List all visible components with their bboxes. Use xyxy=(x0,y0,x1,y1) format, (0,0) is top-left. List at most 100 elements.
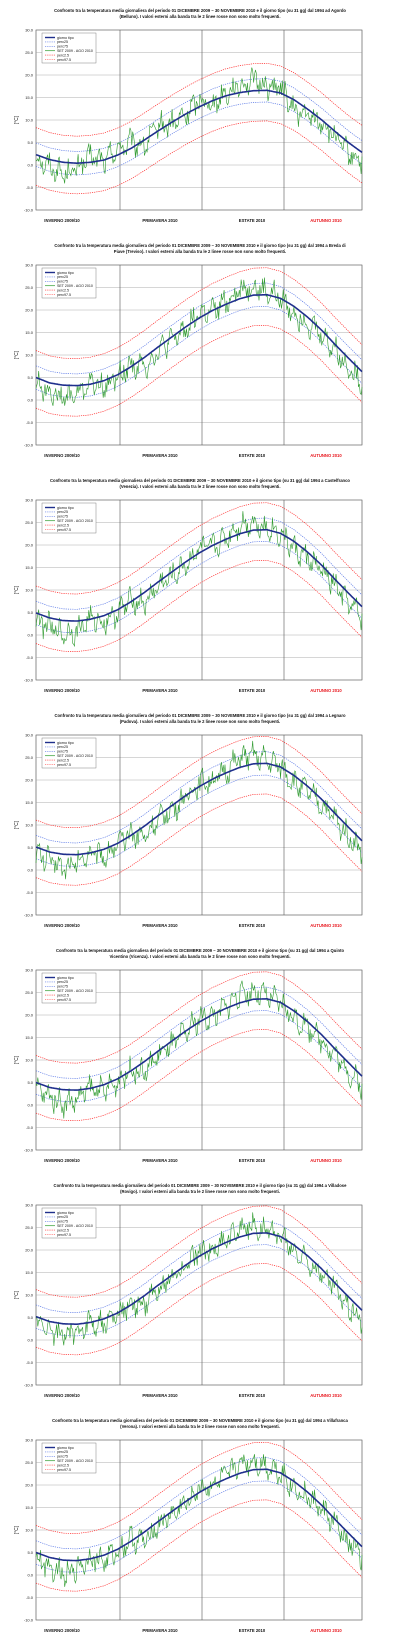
season-label: AUTUNNO 2010 xyxy=(310,218,342,223)
season-label: AUTUNNO 2010 xyxy=(310,453,342,458)
legend-entry: perc25 xyxy=(57,980,68,984)
y-tick-label: 10.0 xyxy=(25,1292,34,1297)
chart-svg: Confronto tra la temperatura media giorn… xyxy=(14,1183,363,1398)
series-perc75 xyxy=(35,1457,363,1550)
legend-entry: giorno tipo xyxy=(57,1211,74,1215)
y-tick-label: 30.0 xyxy=(25,497,34,502)
y-tick-label: 5.0 xyxy=(27,140,33,145)
series-actual xyxy=(35,67,363,184)
season-label: ESTATE 2010 xyxy=(239,1158,266,1163)
legend-entry: perc75 xyxy=(57,985,68,989)
y-tick-label: 5.0 xyxy=(27,375,33,380)
chart-svg: Confronto tra la temperatura media giorn… xyxy=(14,948,363,1163)
legend-entry: SET 2009 - AGO 2010 xyxy=(57,1459,93,1463)
chart-title-line: Confronto tra la temperatura media giorn… xyxy=(54,1183,348,1188)
chart-title-line: (Rovigo). I valori esterni alla banda tr… xyxy=(120,1189,280,1194)
series-perc25 xyxy=(35,306,363,398)
series-perc97-5 xyxy=(35,1441,363,1534)
series-perc97-5 xyxy=(35,736,363,829)
series-giorno-tipo xyxy=(35,528,363,622)
season-label: AUTUNNO 2010 xyxy=(310,1393,342,1398)
series-actual xyxy=(35,1212,363,1346)
chart-panel: Confronto tra la temperatura media giorn… xyxy=(0,1410,400,1645)
y-tick-label: 25.0 xyxy=(25,50,34,55)
y-tick-label: 15.0 xyxy=(25,1505,34,1510)
series-perc97-5 xyxy=(35,971,363,1064)
series-perc2-5 xyxy=(35,324,363,417)
legend-entry: perc97.5 xyxy=(57,293,71,297)
chart-title-line: (Padova). I valori esterni alla banda tr… xyxy=(120,719,281,724)
season-label: INVERNO 2009/10 xyxy=(44,218,80,223)
chart-title-line: (Venezia). I valori esterni alla banda t… xyxy=(119,484,280,489)
season-label: ESTATE 2010 xyxy=(239,688,266,693)
series-giorno-tipo xyxy=(35,1468,363,1562)
season-label: ESTATE 2010 xyxy=(239,453,266,458)
y-tick-label: 10.0 xyxy=(25,1527,34,1532)
legend-entry: perc2.5 xyxy=(57,993,69,997)
chart-title-line: Vicentino (Vicenza). I valori esterni al… xyxy=(109,954,290,959)
season-label: AUTUNNO 2010 xyxy=(310,923,342,928)
season-label: PRIMAVERA 2010 xyxy=(142,218,178,223)
y-tick-label: 15.0 xyxy=(25,330,34,335)
y-tick-label: 5.0 xyxy=(27,1315,33,1320)
season-label: ESTATE 2010 xyxy=(239,1393,266,1398)
chart-svg: Confronto tra la temperatura media giorn… xyxy=(14,8,363,223)
y-tick-label: 25.0 xyxy=(25,285,34,290)
legend-entry: giorno tipo xyxy=(57,506,74,510)
series-actual xyxy=(35,511,363,648)
chart-title-line: (Belluno). I valori esterni alla banda t… xyxy=(119,14,280,19)
y-tick-label: -5.0 xyxy=(26,1595,34,1600)
y-tick-label: 25.0 xyxy=(25,755,34,760)
legend-entry: perc2.5 xyxy=(57,758,69,762)
legend-entry: SET 2009 - AGO 2010 xyxy=(57,1224,93,1228)
series-giorno-tipo xyxy=(35,1232,363,1325)
series-giorno-tipo xyxy=(35,293,363,387)
y-tick-label: 5.0 xyxy=(27,845,33,850)
chart-title-line: Confronto tra la temperatura media giorn… xyxy=(50,478,350,483)
series-perc2-5 xyxy=(35,1029,363,1122)
y-tick-label: 30.0 xyxy=(25,1202,34,1207)
legend-entry: perc25 xyxy=(57,745,68,749)
y-tick-label: 10.0 xyxy=(25,117,34,122)
legend-entry: perc25 xyxy=(57,40,68,44)
series-giorno-tipo xyxy=(35,762,363,856)
chart-panel: Confronto tra la temperatura media giorn… xyxy=(0,470,400,705)
y-tick-label: 20.0 xyxy=(25,1247,34,1252)
y-tick-label: -5.0 xyxy=(26,1125,34,1130)
legend-entry: perc75 xyxy=(57,750,68,754)
series-perc97-5 xyxy=(35,62,363,137)
season-label: PRIMAVERA 2010 xyxy=(142,688,178,693)
series-perc75 xyxy=(35,1220,363,1313)
chart-svg: Confronto tra la temperatura media giorn… xyxy=(14,713,363,928)
y-tick-label: 15.0 xyxy=(25,1270,34,1275)
legend-entry: perc75 xyxy=(57,45,68,49)
y-tick-label: -10.0 xyxy=(24,442,34,447)
y-tick-label: 15.0 xyxy=(25,1035,34,1040)
y-tick-label: 0.0 xyxy=(27,867,33,872)
y-axis-label: [°C] xyxy=(14,1525,20,1534)
season-label: PRIMAVERA 2010 xyxy=(142,923,178,928)
series-perc75 xyxy=(35,986,363,1079)
y-tick-label: 20.0 xyxy=(25,307,34,312)
y-tick-label: 30.0 xyxy=(25,732,34,737)
series-perc25 xyxy=(35,1244,363,1337)
legend-entry: perc75 xyxy=(57,515,68,519)
y-tick-label: -10.0 xyxy=(24,677,34,682)
y-axis-label: [°C] xyxy=(14,1055,20,1064)
y-tick-label: 30.0 xyxy=(25,967,34,972)
season-label: ESTATE 2010 xyxy=(239,1628,266,1633)
y-tick-label: 20.0 xyxy=(25,1482,34,1487)
chart-title-line: Confronto tra la temperatura media giorn… xyxy=(54,8,346,13)
legend-entry: perc2.5 xyxy=(57,523,69,527)
y-tick-label: 25.0 xyxy=(25,520,34,525)
series-perc97-5 xyxy=(35,502,363,595)
season-label: INVERNO 2009/10 xyxy=(44,923,80,928)
series-giorno-tipo xyxy=(35,89,363,164)
y-tick-label: 0.0 xyxy=(27,1572,33,1577)
series-perc2-5 xyxy=(35,1263,363,1356)
series-giorno-tipo xyxy=(35,998,363,1091)
legend-entry: perc25 xyxy=(57,275,68,279)
legend-entry: perc2.5 xyxy=(57,288,69,292)
legend-entry: perc97.5 xyxy=(57,1233,71,1237)
y-tick-label: 0.0 xyxy=(27,632,33,637)
